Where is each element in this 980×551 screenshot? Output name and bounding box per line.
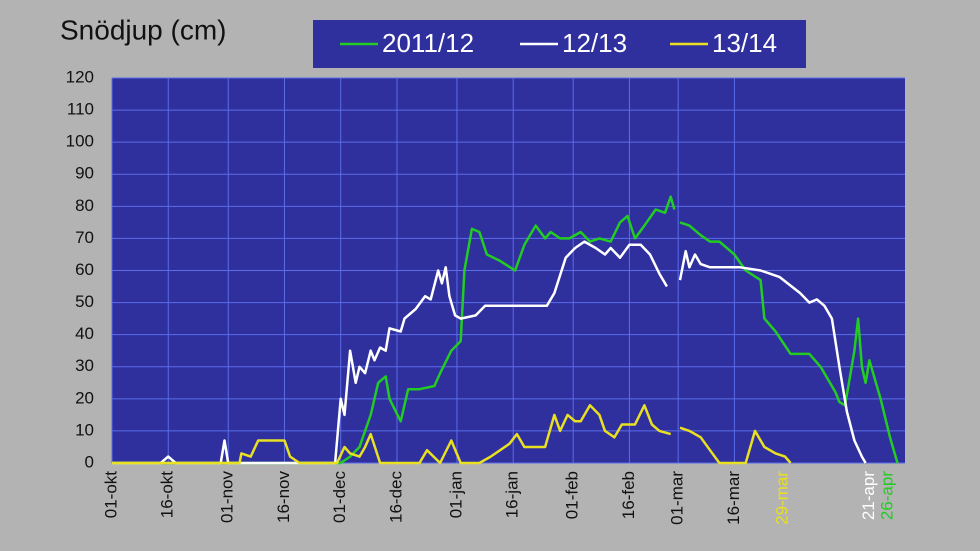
x-tick-label: 29-mar	[773, 471, 792, 525]
y-tick-label: 40	[75, 324, 94, 343]
series-line	[112, 404, 792, 465]
x-tick-label: 01-feb	[563, 471, 582, 519]
x-tick-label: 01-nov	[218, 471, 237, 523]
x-tick-label: 16-nov	[274, 471, 293, 523]
y-tick-label: 110	[67, 100, 94, 119]
x-tick-label: 01-mar	[668, 471, 687, 525]
x-tick-label: 01-jan	[446, 471, 465, 518]
grid	[111, 77, 905, 464]
x-tick-label: 01-okt	[101, 471, 120, 519]
x-tick-label: 16-jan	[503, 471, 522, 518]
legend-label: 13/14	[712, 28, 777, 58]
y-tick-label: 80	[75, 196, 94, 215]
y-tick-label: 0	[85, 452, 94, 471]
x-tick-label: 16-mar	[724, 471, 743, 525]
chart-title: Snödjup (cm)	[60, 14, 227, 45]
y-tick-label: 30	[75, 356, 94, 375]
lines	[112, 195, 899, 465]
y-tick-label: 90	[75, 164, 94, 183]
x-tick-label: 21-apr	[859, 471, 878, 520]
y-tick-label: 100	[66, 132, 94, 151]
legend-label: 2011/12	[382, 28, 474, 58]
legend-label: 12/13	[562, 28, 627, 58]
y-tick-label: 70	[75, 228, 94, 247]
y-tick-label: 120	[66, 67, 94, 86]
y-tick-label: 10	[75, 420, 94, 439]
x-tick-label: 01-dec	[330, 471, 349, 523]
legend-items: 2011/12 12/13 13/14	[340, 28, 777, 58]
series-line	[112, 195, 899, 465]
y-tick-label: 20	[75, 388, 94, 407]
y-tick-label: 60	[75, 260, 94, 279]
x-tick-label: 16-feb	[619, 471, 638, 519]
x-tick-label: 26-apr	[878, 471, 897, 520]
labels: 0 10 20 30 40 50 60 70 80 90 100 110 120 01-okt 16-okt…	[66, 67, 897, 524]
x-tick-label: 16-okt	[158, 471, 177, 519]
x-tick-label: 16-dec	[386, 471, 405, 523]
legend	[313, 20, 806, 68]
y-tick-label: 50	[75, 292, 94, 311]
